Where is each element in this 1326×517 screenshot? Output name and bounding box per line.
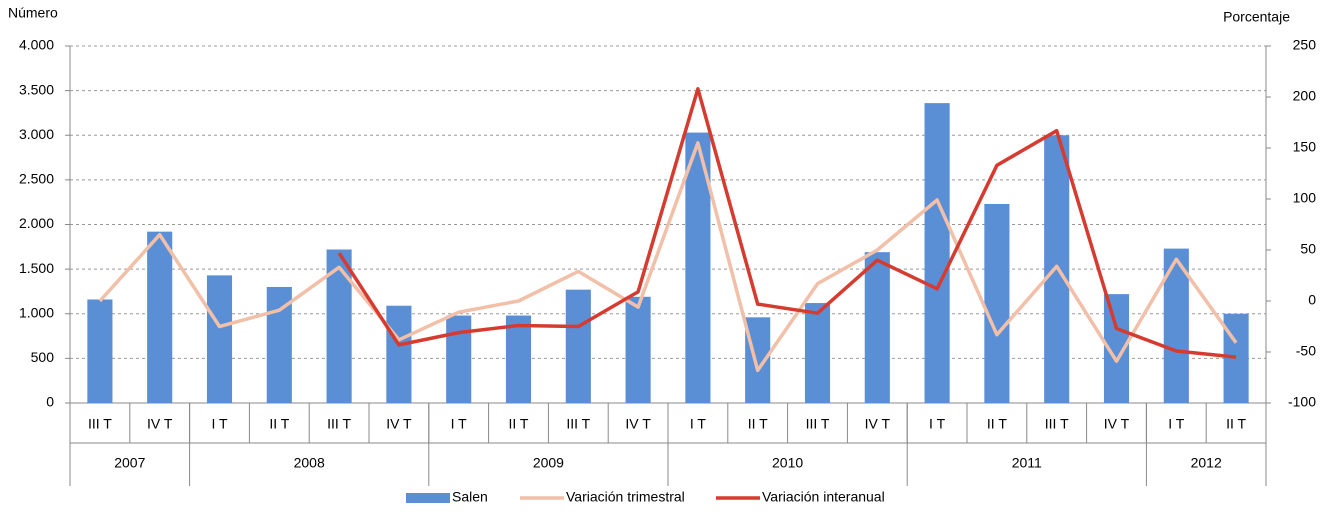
legend-label: Salen	[452, 489, 488, 505]
y2-tick-label: 150	[1293, 139, 1317, 155]
bar	[565, 289, 591, 403]
y-tick-label: 3.000	[19, 126, 54, 142]
bar	[804, 303, 831, 403]
x-tick-label: II T	[987, 416, 1007, 432]
y-tick-label: 500	[31, 349, 55, 365]
x-tick-label: II T	[509, 416, 529, 432]
x-tick-label: I T	[1168, 416, 1185, 432]
x-tick-label: IV T	[625, 416, 651, 432]
y-tick-label: 4.000	[19, 37, 54, 53]
x-tick-label: II T	[748, 416, 768, 432]
year-label: 2007	[114, 455, 145, 471]
y2-tick-label: -50	[1296, 343, 1316, 359]
y-tick-label: 0	[46, 394, 54, 410]
y2-tick-label: 100	[1293, 190, 1317, 206]
y-tick-label: 3.500	[19, 81, 54, 97]
x-tick-label: IV T	[147, 416, 173, 432]
x-tick-label: IV T	[386, 416, 412, 432]
legend-label: Variación trimestral	[566, 489, 685, 505]
y2-axis-label: Porcentaje	[1223, 9, 1290, 25]
y-tick-label: 2.500	[19, 171, 54, 187]
y2-tick-label: 50	[1300, 241, 1316, 257]
bar	[446, 315, 472, 403]
x-tick-label: II T	[269, 416, 289, 432]
x-tick-label: III T	[88, 416, 112, 432]
x-tick-label: III T	[566, 416, 590, 432]
y2-tick-label: 0	[1308, 292, 1316, 308]
line	[98, 141, 1238, 373]
y2-tick-label: -100	[1288, 394, 1316, 410]
bar	[147, 231, 173, 403]
bar	[206, 275, 233, 403]
bar	[386, 305, 412, 403]
x-tick-label: II T	[1226, 416, 1246, 432]
x-tick-label: I T	[211, 416, 228, 432]
year-label: 2009	[533, 455, 564, 471]
year-label: 2008	[294, 455, 325, 471]
x-tick-label: I T	[929, 416, 946, 432]
y-axis-label: Número	[8, 5, 58, 21]
x-tick-label: I T	[451, 416, 468, 432]
bar	[864, 252, 890, 403]
x-tick-label: IV T	[1104, 416, 1130, 432]
bar	[984, 203, 1010, 403]
year-label: 2012	[1191, 455, 1222, 471]
year-label: 2011	[1012, 455, 1042, 471]
x-tick-label: IV T	[865, 416, 891, 432]
x-tick-label: I T	[690, 416, 707, 432]
x-tick-label: III T	[806, 416, 830, 432]
bar	[505, 315, 532, 403]
legend-swatch	[406, 493, 450, 503]
bar	[1223, 313, 1249, 403]
y2-tick-label: 200	[1293, 88, 1317, 104]
bar	[924, 103, 950, 404]
x-tick-label: III T	[327, 416, 351, 432]
bar	[87, 299, 113, 403]
y-tick-label: 2.000	[19, 215, 54, 231]
line	[337, 87, 1237, 359]
y2-tick-label: 250	[1293, 37, 1317, 53]
y-tick-label: 1.000	[19, 304, 54, 320]
year-label: 2010	[772, 455, 803, 471]
y-tick-label: 1.500	[19, 260, 54, 276]
bar	[625, 296, 651, 403]
legend-label: Variación interanual	[762, 489, 885, 505]
x-tick-label: III T	[1045, 416, 1069, 432]
